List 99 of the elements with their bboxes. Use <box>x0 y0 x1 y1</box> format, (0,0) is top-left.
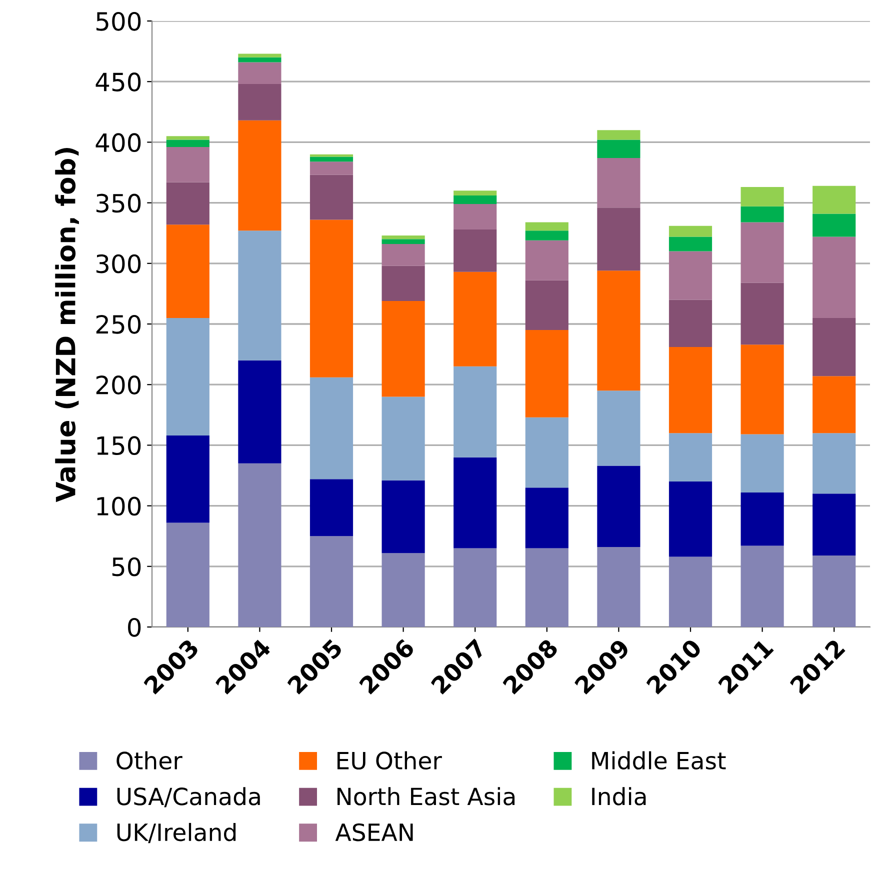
legend-label: ASEAN <box>335 823 413 842</box>
bar <box>812 318 856 376</box>
bar <box>382 480 425 554</box>
bar <box>454 196 497 204</box>
bar <box>238 360 282 464</box>
bar <box>238 230 282 360</box>
bar <box>597 158 640 208</box>
bar <box>454 457 497 548</box>
bar <box>310 377 354 480</box>
y-tick-label: 100 <box>97 496 141 516</box>
bar <box>740 187 784 206</box>
bar <box>597 208 640 271</box>
y-tick-label: 250 <box>96 314 141 334</box>
bar <box>238 84 282 120</box>
bar <box>740 222 784 283</box>
y-tick-label: 300 <box>96 254 141 274</box>
y-tick-label: 150 <box>97 436 141 456</box>
bar <box>812 186 856 214</box>
bar <box>812 214 856 237</box>
bar <box>166 318 210 436</box>
legend-label: Other <box>116 751 182 770</box>
legend-label: Middle East <box>592 751 726 770</box>
bar <box>525 488 568 548</box>
bar <box>525 548 568 627</box>
y-tick-label: 200 <box>96 376 141 394</box>
bar <box>166 436 210 523</box>
bar <box>525 240 568 280</box>
bar <box>166 147 210 182</box>
bar <box>525 280 568 330</box>
bar <box>310 220 354 378</box>
legend-label: EU Other <box>338 751 442 770</box>
bar <box>812 433 856 494</box>
bar <box>310 174 354 220</box>
bar <box>740 546 784 627</box>
bar <box>668 347 712 434</box>
bar <box>668 300 712 348</box>
bar <box>382 244 425 266</box>
bar <box>597 547 640 627</box>
y-tick-label: 500 <box>96 12 141 31</box>
bar <box>525 222 568 231</box>
bar <box>382 236 425 240</box>
legend-label: UK/Ireland <box>117 822 236 844</box>
bar <box>740 492 784 546</box>
bar <box>166 522 210 627</box>
bar <box>454 190 497 196</box>
legend-label: India <box>592 787 646 806</box>
y-tick-label: 0 <box>128 618 141 637</box>
bar <box>668 433 712 482</box>
bar <box>525 230 568 240</box>
bar <box>238 463 282 627</box>
bar <box>454 548 497 627</box>
bar <box>668 226 712 237</box>
bar <box>238 120 282 231</box>
y-axis-title: Value (NZD million, fob) <box>55 148 79 502</box>
bar <box>597 130 640 140</box>
bar <box>454 272 497 366</box>
y-tick-label: 400 <box>96 133 141 152</box>
bar <box>166 224 210 318</box>
bar <box>668 236 712 252</box>
bar <box>382 266 425 301</box>
bar <box>382 553 425 627</box>
bar <box>382 239 425 244</box>
bar <box>525 330 568 418</box>
bar <box>812 376 856 434</box>
bar <box>668 556 712 627</box>
bar <box>454 366 497 458</box>
bar <box>668 482 712 557</box>
legend-label: USA/Canada <box>117 787 260 808</box>
bar <box>310 479 354 536</box>
legend-label: North East Asia <box>338 787 515 806</box>
bar <box>238 54 282 58</box>
bar <box>812 236 856 318</box>
bar <box>238 62 282 84</box>
bar <box>525 417 568 488</box>
bar <box>740 344 784 434</box>
bar <box>668 251 712 300</box>
bar <box>166 136 210 140</box>
bar <box>812 555 856 627</box>
bar <box>382 396 425 480</box>
y-tick-label: 350 <box>96 194 141 213</box>
bar <box>740 434 784 492</box>
bar <box>310 156 354 162</box>
bar <box>382 300 425 397</box>
y-tick-label: 50 <box>112 557 141 576</box>
bar <box>740 282 784 345</box>
bar <box>597 270 640 391</box>
bar <box>597 390 640 466</box>
bar <box>238 57 282 62</box>
bar <box>454 204 497 230</box>
bar <box>310 536 354 627</box>
bar <box>310 162 354 175</box>
bar <box>812 494 856 556</box>
bar <box>166 182 210 225</box>
bar <box>454 229 497 272</box>
y-tick-label: 450 <box>96 72 141 92</box>
bar <box>740 206 784 222</box>
bar <box>597 140 640 158</box>
bar <box>166 140 210 148</box>
bar <box>597 466 640 548</box>
